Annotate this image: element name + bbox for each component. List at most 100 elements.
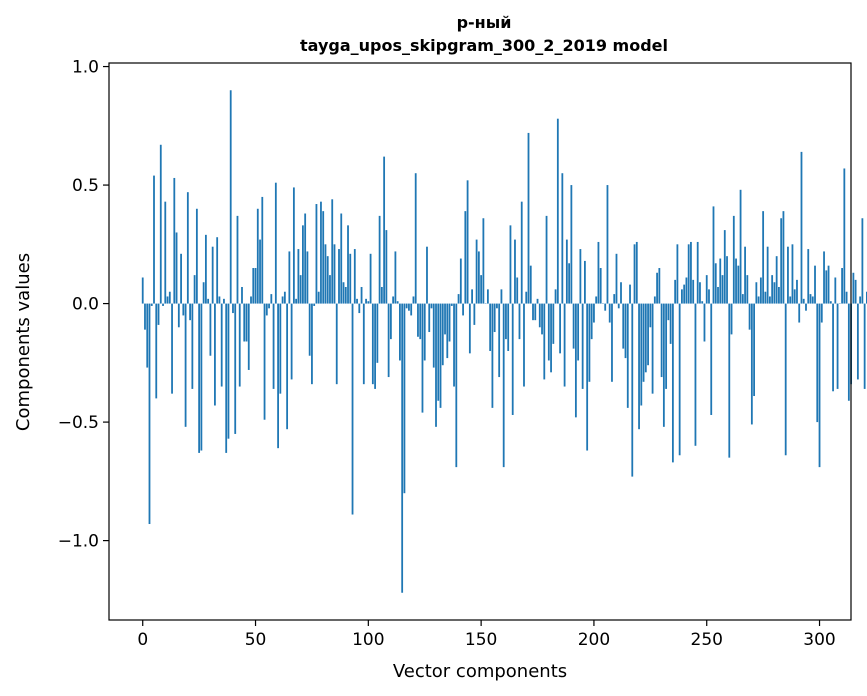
bar: [414, 173, 417, 304]
bar: [572, 303, 575, 349]
bar: [811, 296, 814, 304]
bar: [674, 279, 677, 304]
bar: [311, 303, 313, 385]
bar: [656, 272, 658, 304]
bar: [216, 237, 219, 304]
x-tick-label: 50: [245, 630, 267, 650]
bar: [464, 211, 467, 304]
bar: [723, 230, 726, 304]
bar: [532, 303, 534, 321]
bar: [617, 303, 620, 309]
bar: [737, 265, 740, 304]
bar: [863, 303, 866, 389]
bar: [389, 303, 392, 340]
bar: [694, 303, 697, 446]
bar: [186, 192, 189, 304]
bar: [685, 277, 688, 304]
bar: [791, 244, 794, 304]
bar: [778, 286, 780, 304]
bar: [590, 303, 593, 340]
bar: [473, 303, 476, 325]
bar: [534, 303, 537, 321]
bar: [638, 303, 640, 430]
bar: [177, 303, 180, 328]
bar: [191, 303, 194, 389]
bar: [775, 256, 778, 304]
bar: [820, 303, 823, 323]
bar: [823, 251, 825, 304]
bar: [270, 294, 273, 304]
bar: [223, 298, 225, 304]
bar: [787, 246, 789, 304]
bar: [204, 234, 207, 304]
bar: [432, 303, 435, 368]
x-tick-label: 200: [578, 630, 610, 650]
bar: [511, 303, 514, 415]
chart-title-line1: р-ный: [457, 13, 512, 32]
bar: [789, 296, 792, 304]
bar: [157, 303, 160, 325]
bar: [545, 215, 548, 304]
bar: [164, 201, 167, 304]
bar: [543, 303, 546, 380]
bar: [728, 303, 731, 458]
bar: [798, 303, 801, 323]
bar: [746, 275, 749, 304]
bar: [796, 279, 798, 304]
bar: [340, 213, 343, 304]
bar: [168, 291, 171, 304]
bar: [468, 303, 471, 354]
bar: [748, 303, 751, 330]
bar: [805, 303, 807, 311]
bar: [662, 303, 665, 427]
bar: [816, 303, 819, 423]
y-tick-label: 1.0: [72, 58, 99, 78]
bar: [261, 196, 264, 304]
bar: [681, 289, 683, 304]
bar: [647, 303, 649, 366]
bar: [759, 277, 762, 304]
bar: [198, 303, 201, 453]
bar: [768, 296, 771, 304]
bar: [351, 303, 354, 515]
bar: [710, 303, 713, 415]
bar: [232, 303, 234, 314]
bar: [527, 132, 530, 304]
bar: [171, 303, 173, 394]
bar: [189, 303, 191, 321]
bar: [678, 303, 681, 456]
bar: [762, 211, 765, 304]
bar: [520, 201, 523, 304]
bar: [730, 303, 733, 335]
y-axis-label: Components values: [13, 253, 34, 431]
bar: [349, 253, 352, 304]
bar: [295, 298, 298, 304]
bar: [308, 303, 311, 356]
bar: [209, 303, 212, 356]
bar: [362, 303, 365, 385]
bar: [631, 303, 634, 477]
bar: [459, 258, 462, 304]
x-tick-label: 150: [465, 630, 497, 650]
bar: [322, 211, 325, 304]
bar: [665, 303, 668, 389]
bar: [687, 244, 690, 304]
bar: [834, 277, 837, 304]
bar: [671, 303, 674, 463]
bar: [829, 301, 832, 304]
bar: [342, 282, 345, 304]
bar: [259, 239, 261, 304]
bar: [825, 270, 828, 304]
bar: [640, 303, 643, 406]
bar: [500, 289, 503, 304]
bar: [586, 303, 589, 451]
bar: [229, 90, 232, 304]
bar: [755, 282, 758, 304]
bar: [613, 294, 616, 304]
bar: [561, 173, 564, 304]
bar: [604, 303, 607, 311]
bar: [195, 208, 198, 304]
bar: [705, 275, 708, 304]
bar: [624, 303, 627, 359]
bar: [721, 275, 724, 304]
